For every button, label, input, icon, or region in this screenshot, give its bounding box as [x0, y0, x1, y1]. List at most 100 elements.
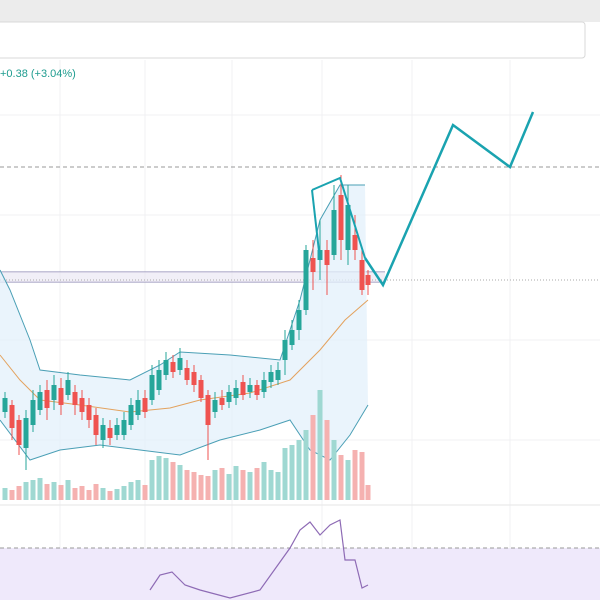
candle-body [163, 360, 169, 375]
volume-bar [303, 430, 309, 500]
volume-bar [121, 486, 127, 500]
volume-bar [219, 468, 225, 500]
volume-bar [2, 488, 8, 500]
price-change: +0.38 (+3.04%) [0, 68, 76, 80]
candle-body [289, 330, 295, 345]
volume-bar [170, 462, 176, 500]
volume-bar [212, 470, 218, 500]
candle-body [338, 195, 344, 240]
volume-bar [317, 390, 323, 500]
candle-body [282, 340, 288, 360]
candle-body [170, 362, 176, 372]
volume-bar [100, 488, 106, 500]
volume-bar [240, 470, 246, 500]
candle-body [310, 258, 316, 272]
candle-body [359, 260, 365, 290]
volume-bar [365, 485, 371, 500]
candle-body [212, 400, 218, 412]
volume-bar [58, 485, 64, 500]
candle-body [79, 398, 85, 412]
candle-body [128, 405, 134, 425]
candle-body [86, 405, 92, 420]
projection-line [311, 189, 321, 261]
volume-bar [205, 476, 211, 500]
candle-body [156, 370, 162, 390]
top-band [0, 0, 600, 22]
volume-bar [191, 472, 197, 500]
candle-body [51, 385, 57, 400]
candles [2, 175, 371, 470]
volume-bar [72, 488, 78, 500]
candle-body [107, 428, 113, 438]
candle-body [303, 250, 309, 310]
volume-bar [198, 475, 204, 500]
candle-body [142, 398, 148, 412]
volume-bar [345, 460, 351, 500]
volume-bar [184, 470, 190, 500]
band-fill [0, 185, 368, 460]
candle-body [16, 420, 22, 445]
volume-bar [30, 480, 36, 500]
volume-bar [254, 468, 260, 500]
candle-body [149, 375, 155, 400]
volume-bar [177, 465, 183, 500]
volume-bar [352, 450, 358, 500]
volume-bar [44, 484, 50, 500]
candle-body [114, 425, 120, 435]
candle-body [121, 420, 127, 435]
candle-body [2, 398, 8, 412]
volume-bar [51, 482, 57, 500]
volume-bar [247, 472, 253, 500]
volume-bar [23, 482, 29, 500]
volume-bar [65, 480, 71, 500]
candle-body [254, 385, 260, 395]
candle-body [191, 372, 197, 385]
volume-bar [163, 458, 169, 500]
volume-bar [37, 478, 43, 500]
volume-bar [79, 486, 85, 500]
volume-bar [359, 452, 365, 500]
lower-band [0, 404, 369, 461]
volume-bar [268, 470, 274, 500]
candle-body [44, 390, 50, 408]
candle-body [324, 250, 330, 265]
volume [2, 390, 371, 500]
volume-bar [233, 466, 239, 500]
volume-bar [9, 490, 15, 500]
volume-bar [331, 440, 337, 500]
rsi-line [149, 519, 369, 599]
rsi-area [0, 548, 600, 600]
candle-body [261, 380, 267, 392]
candle-body [365, 275, 371, 285]
middle-band [0, 299, 369, 413]
volume-bar [282, 448, 288, 500]
candle-body [58, 388, 64, 405]
candle-body [226, 392, 232, 402]
volume-bar [114, 489, 120, 500]
candle-body [275, 370, 281, 380]
candle-body [331, 210, 337, 255]
candle-body [23, 418, 29, 448]
candle-body [135, 400, 141, 415]
candle-body [65, 380, 71, 395]
candle-body [219, 398, 225, 405]
volume-bar [86, 490, 92, 500]
candle-body [296, 310, 302, 330]
candle-body [93, 415, 99, 435]
volume-bar [226, 474, 232, 500]
volume-bar [149, 460, 155, 500]
candle-body [100, 425, 106, 440]
candle-body [233, 388, 239, 398]
candle-body [247, 385, 253, 392]
candle-body [268, 372, 274, 382]
volume-bar [107, 491, 113, 500]
candle-body [352, 235, 358, 250]
volume-bar [16, 486, 22, 500]
volume-bar [128, 482, 134, 500]
volume-bar [142, 485, 148, 500]
candle-body [345, 205, 351, 250]
volume-bar [275, 472, 281, 500]
candle-body [177, 358, 183, 370]
candle-body [184, 368, 190, 380]
